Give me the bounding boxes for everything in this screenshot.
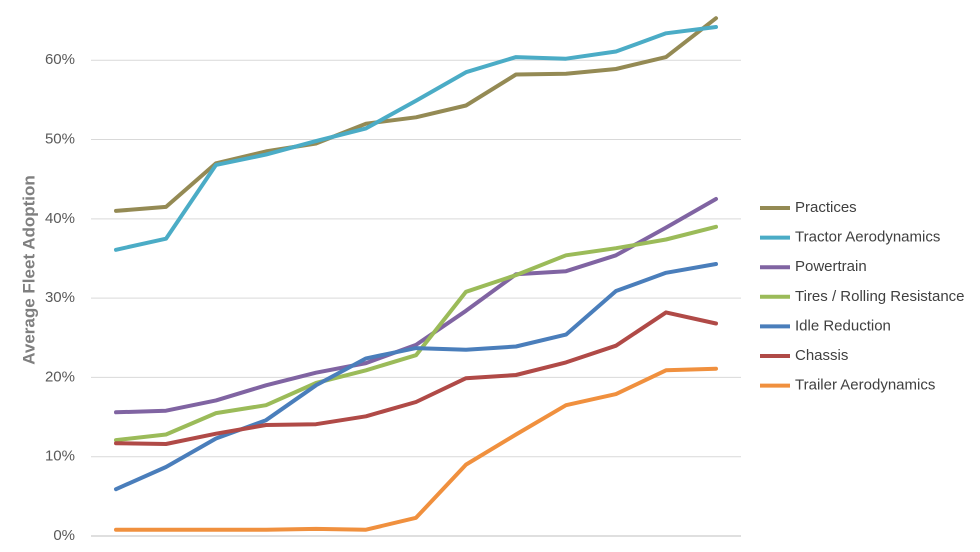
y-tick-label: 60%: [45, 51, 75, 68]
y-tick-label: 20%: [45, 368, 75, 385]
series-line: [114, 197, 718, 415]
series-line: [114, 262, 718, 492]
series-line: [114, 25, 718, 252]
legend-label: Trailer Aerodynamics: [795, 377, 935, 394]
legend-label: Powertrain: [795, 258, 867, 275]
legend-label: Tires / Rolling Resistance: [795, 288, 965, 305]
y-tick-label: 10%: [45, 448, 75, 465]
y-axis-title: Average Fleet Adoption: [19, 175, 38, 365]
y-tick-label: 50%: [45, 131, 75, 148]
series-line: [114, 310, 718, 446]
legend-label: Chassis: [795, 347, 848, 364]
series-line: [114, 224, 718, 443]
legend-label: Practices: [795, 199, 857, 216]
legend-label: Tractor Aerodynamics: [795, 229, 940, 246]
legend-label: Idle Reduction: [795, 317, 891, 334]
y-tick-label: 0%: [53, 527, 75, 544]
series-line: [114, 366, 718, 532]
y-tick-label: 40%: [45, 210, 75, 227]
y-tick-label: 30%: [45, 289, 75, 306]
